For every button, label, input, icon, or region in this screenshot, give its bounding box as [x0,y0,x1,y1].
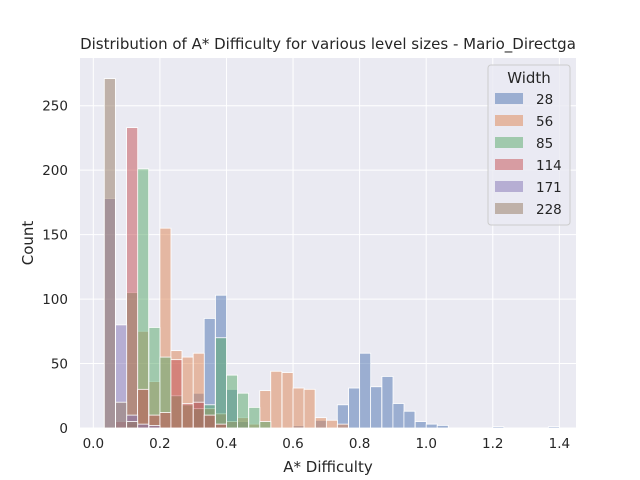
histogram-bar [315,418,326,428]
legend-swatch [495,181,523,192]
y-tick-label: 0 [59,421,68,437]
histogram-bar [326,420,337,428]
histogram-bar [260,422,271,428]
legend-label: 171 [536,180,562,196]
histogram-bar [160,413,171,428]
x-axis-label: A* Difficulty [283,458,373,476]
histogram-bar [249,407,260,428]
histogram-bar [404,411,415,428]
legend-label: 56 [536,114,553,130]
y-tick-label: 100 [42,292,68,308]
histogram-bar [149,327,160,428]
x-tick-label: 1.4 [549,436,570,452]
histogram-bar [116,402,127,428]
x-tick-label: 1.2 [482,436,503,452]
legend-swatch [495,115,523,126]
histogram-bar [149,425,160,428]
legend-swatch [495,159,523,170]
legend-swatch [495,93,523,104]
legend-swatch [495,137,523,148]
y-tick-label: 150 [42,228,68,244]
x-tick-label: 0.2 [149,436,170,452]
histogram-bar [104,79,115,428]
histogram-bar [437,425,448,428]
x-tick-label: 1.0 [415,436,436,452]
histogram-bar [127,128,138,428]
histogram-bar [293,388,304,428]
histogram-bar [127,422,138,428]
histogram-bar [493,427,504,428]
y-axis-label: Count [19,221,37,266]
histogram-bar [226,375,237,428]
x-tick-label: 0.8 [349,436,370,452]
legend-label: 114 [536,158,562,174]
histogram-bar [360,353,371,428]
histogram-bar [382,376,393,428]
histogram-bar [138,424,149,428]
histogram-bar [215,424,226,428]
histogram-bar [337,424,348,428]
histogram-bar [282,373,293,428]
histogram-bar [193,402,204,428]
x-tick-label: 0.4 [216,436,237,452]
histogram-bar [304,389,315,428]
legend-label: 228 [536,202,562,218]
histogram-bar [138,389,149,428]
legend: Width 28 56 85 114 171 228 [488,65,570,225]
histogram-bar [426,424,437,428]
x-tick-label: 0.6 [282,436,303,452]
histogram-bar [237,393,248,428]
y-tick-labels: 0 50 100 150 200 250 [42,99,68,437]
y-tick-label: 200 [42,163,68,179]
histogram-bar [271,371,282,428]
legend-title: Width [507,69,551,87]
histogram-bar [415,422,426,428]
y-tick-label: 50 [51,357,68,373]
legend-label: 28 [536,92,553,108]
histogram-bar [182,404,193,428]
y-tick-label: 250 [42,99,68,115]
histogram-bar [393,404,404,428]
histogram-bar [548,427,559,428]
x-tick-labels: 0.0 0.2 0.4 0.6 0.8 1.0 1.2 1.4 [83,436,571,452]
legend-label: 85 [536,136,553,152]
histogram-bar [204,415,215,428]
histogram-bar [349,388,360,428]
legend-swatch [495,203,523,214]
histogram-bar [215,338,226,428]
histogram-bar [171,360,182,428]
chart-title: Distribution of A* Difficulty for variou… [80,35,576,54]
histogram-bar [371,387,382,428]
x-tick-label: 0.0 [83,436,104,452]
